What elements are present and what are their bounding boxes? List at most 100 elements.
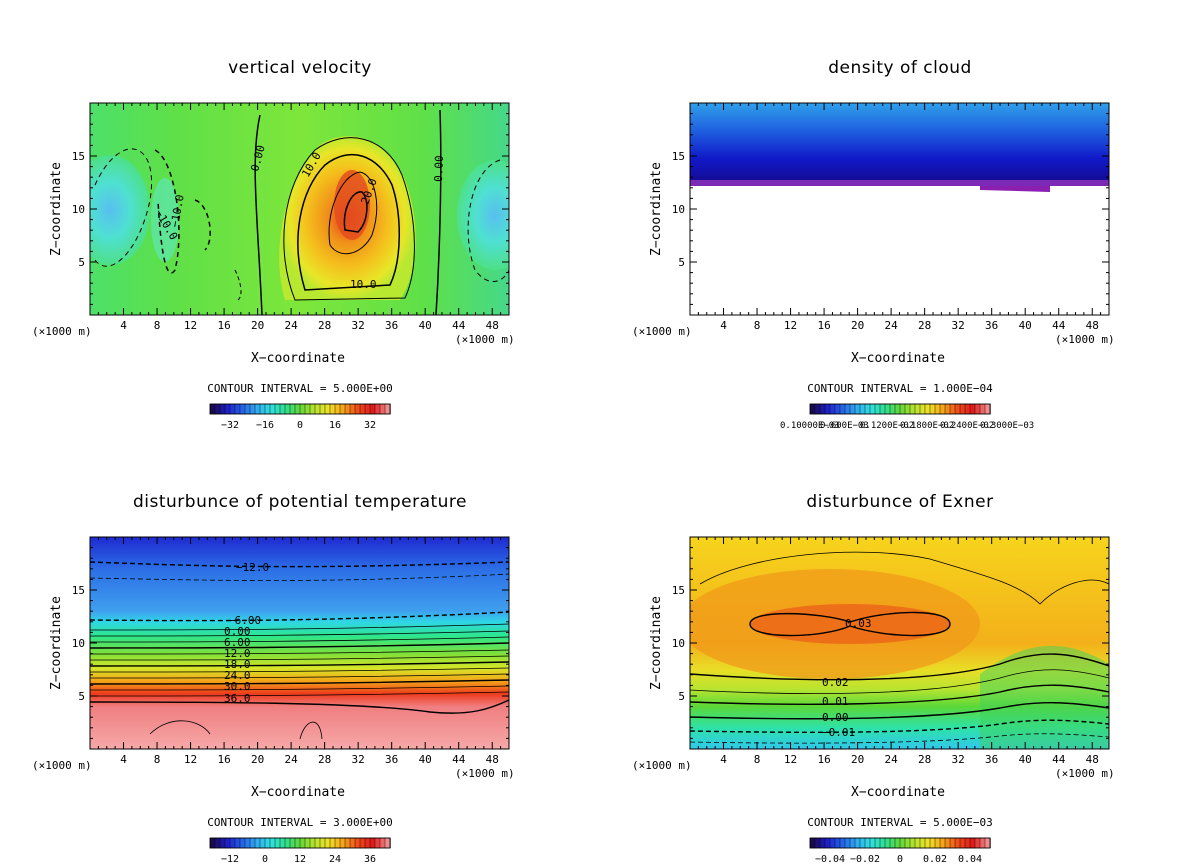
colorbar-label: 0.3000E−03	[980, 421, 1034, 431]
x-tick-label: 48	[1086, 753, 1099, 766]
colorbar-cell	[854, 837, 861, 849]
colorbar-cell	[264, 837, 271, 849]
colorbar-cell	[829, 837, 836, 849]
colorbar-label: 0.1800E−02	[900, 421, 954, 431]
contour-label: 0.02	[822, 676, 849, 689]
y-axis-label: Z−coordinate	[649, 162, 664, 256]
x-tick-label: 24	[884, 319, 898, 332]
y-tick-label: 5	[678, 256, 685, 269]
y-tick-label: 5	[78, 690, 85, 703]
colorbar-cell	[844, 837, 851, 849]
x-tick-label: 40	[1019, 319, 1032, 332]
colorbar-cell	[269, 403, 276, 415]
colorbar-cell	[344, 837, 351, 849]
colorbar-cell	[909, 837, 916, 849]
colorbar-cell	[974, 837, 981, 849]
colorbar-label: 36	[364, 854, 376, 865]
colorbar-cell	[234, 837, 241, 849]
colorbar-cell	[929, 403, 936, 415]
contour-label: 6.00	[224, 636, 251, 649]
x-tick-label: 36	[385, 319, 398, 332]
colorbar-cell	[309, 837, 316, 849]
colorbar-cell	[374, 403, 381, 415]
x-tick-label: 40	[419, 753, 432, 766]
colorbar-label: 0.10000E−03	[780, 421, 840, 431]
x-tick-label: 8	[754, 319, 761, 332]
colorbar-cell	[244, 403, 251, 415]
colorbar-cell	[229, 837, 236, 849]
colorbar-cell	[264, 403, 271, 415]
x-tick-label: 8	[754, 753, 761, 766]
contour-interval: CONTOUR INTERVAL = 1.000E−04	[807, 382, 993, 395]
colorbar-cell	[844, 403, 851, 415]
x-tick-label: 4	[120, 319, 127, 332]
x-tick-label: 48	[1086, 319, 1099, 332]
colorbar-cell	[319, 403, 326, 415]
colorbar-cell	[274, 837, 281, 849]
colorbar-cell	[919, 837, 926, 849]
colorbar-cell	[364, 837, 371, 849]
x-unit-right: (×1000 m)	[455, 333, 515, 346]
colorbar-cell	[924, 837, 931, 849]
colorbar-cell	[339, 837, 346, 849]
colorbar-cell	[334, 403, 341, 415]
chart-svg: 0.03 0.02 0.01 0.00 −0.01 4 8 12 16 20 24 28 32…	[632, 536, 1115, 865]
colorbar-cell	[979, 403, 986, 415]
x-unit-right: (×1000 m)	[1055, 333, 1115, 346]
x-tick-label: 20	[251, 319, 264, 332]
colorbar-cell	[864, 403, 871, 415]
chart-svg: −12.0 −6.00 0.00 6.00 12.0 18.0 24.0 30.…	[32, 536, 515, 865]
x-tick-label: 44	[1052, 319, 1066, 332]
x-tick-label: 4	[120, 753, 127, 766]
colorbar-cell	[374, 837, 381, 849]
panel-exner: disturbunce of Exner	[600, 434, 1200, 868]
x-tick-label: 20	[851, 319, 864, 332]
panel-potential-temperature: disturbunce of potential temperature	[0, 434, 600, 868]
colorbar-cell	[894, 837, 901, 849]
x-tick-label: 12	[784, 753, 797, 766]
y-tick-label: 10	[672, 637, 685, 650]
colorbar-cell	[869, 403, 876, 415]
contour-label: 0.03	[845, 617, 872, 630]
colorbar-cell	[964, 837, 971, 849]
colorbar-cell	[929, 837, 936, 849]
colorbar-label: 12	[294, 854, 306, 865]
colorbar-cell	[279, 837, 286, 849]
x-tick-label: 40	[1019, 753, 1032, 766]
y-tick-label: 10	[672, 203, 685, 216]
colorbar-cell	[949, 403, 956, 415]
colorbar-cell	[814, 403, 821, 415]
y-axis-label: Z−coordinate	[49, 596, 64, 690]
colorbar-cell	[839, 837, 846, 849]
contour-label: −6.00	[228, 614, 261, 627]
colorbar-cell	[359, 837, 366, 849]
colorbar-cell	[219, 837, 226, 849]
contour-label: 0.00	[822, 711, 849, 724]
colorbar-cell	[224, 403, 231, 415]
colorbar-cell	[969, 403, 976, 415]
colorbar-cell	[934, 403, 941, 415]
contour-interval: CONTOUR INTERVAL = 5.000E−03	[807, 816, 992, 829]
colorbar-cell	[234, 403, 241, 415]
colorbar-cell	[819, 403, 826, 415]
contour-label: 0.00	[432, 155, 446, 182]
colorbar-frame	[809, 403, 991, 415]
colorbar-cell	[289, 837, 296, 849]
colorbar-cell	[964, 403, 971, 415]
x-tick-label: 32	[952, 753, 965, 766]
colorbar-cell	[299, 837, 306, 849]
colorbar-cell	[949, 837, 956, 849]
colorbar-cell	[324, 403, 331, 415]
x-tick-label: 28	[318, 753, 331, 766]
x-unit-left: (×1000 m)	[32, 325, 92, 338]
contour-labels: 0.03 0.02 0.01 0.00 −0.01	[822, 617, 872, 739]
colorbar-cell	[939, 403, 946, 415]
x-tick-label: 24	[284, 753, 298, 766]
colorbar-label: 24	[329, 854, 341, 865]
colorbar-cell	[834, 403, 841, 415]
colorbar-cell	[229, 403, 236, 415]
x-tick-label: 44	[452, 319, 466, 332]
